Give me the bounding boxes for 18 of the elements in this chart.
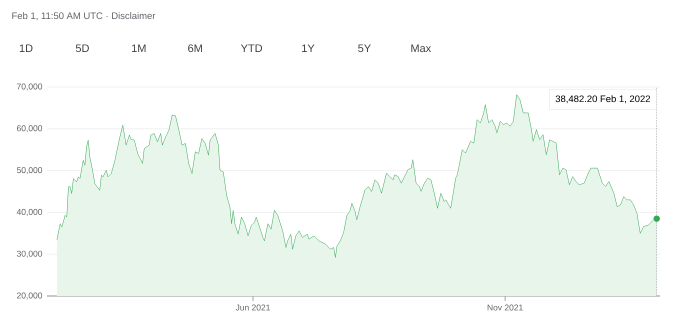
- text: Max: [411, 44, 432, 52]
- text: 5D: [76, 44, 89, 52]
- y-tick-label: 70,000: [17, 84, 42, 90]
- chart-subtitle: Feb 1, 11:50 AM UTC · Disclaimer: [12, 12, 156, 20]
- y-tick-label: 20,000: [17, 292, 42, 300]
- text: 5Y: [358, 44, 371, 52]
- text: 1D: [20, 44, 32, 52]
- text: YTD: [240, 44, 262, 52]
- x-tick-label: Nov 2021: [488, 304, 523, 311]
- y-tick-label: 50,000: [16, 167, 42, 174]
- x-tick-label: Jun 2021: [236, 304, 270, 311]
- y-tick-label: 40,000: [16, 208, 42, 216]
- y-tick-label: 30,000: [16, 250, 42, 258]
- text: 1M: [132, 44, 146, 52]
- y-tick-label: 60,000: [17, 125, 42, 132]
- text: 1Y: [302, 44, 314, 52]
- annotation: 38,482.20 Feb 1, 2022: [556, 95, 650, 104]
- text: 6M: [188, 44, 202, 52]
